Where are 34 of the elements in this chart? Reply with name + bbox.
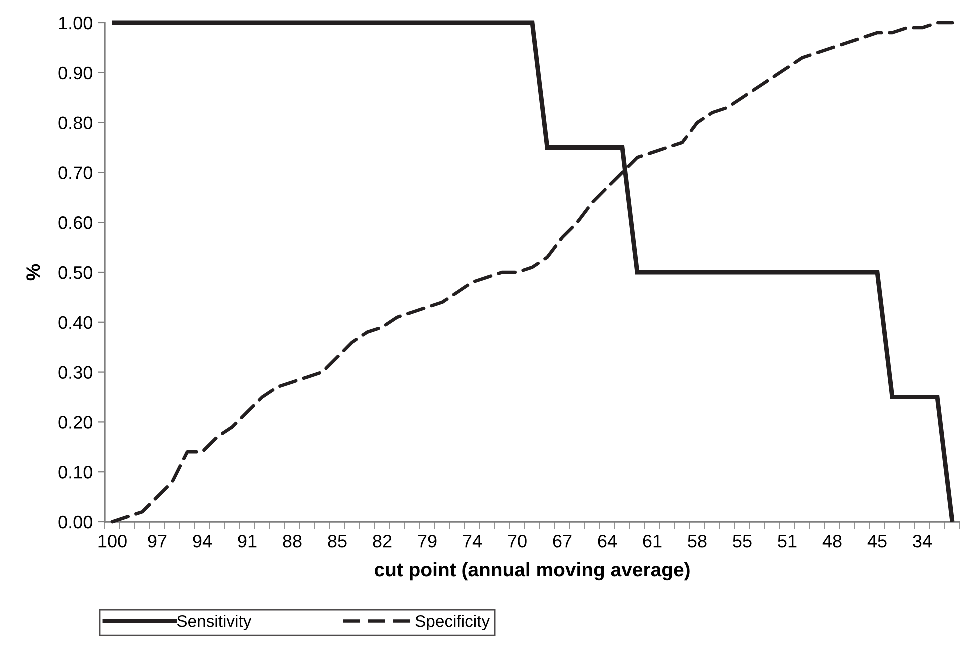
x-tick-label: 45 (868, 535, 887, 548)
y-tick-label: 1.00 (59, 16, 92, 30)
y-axis-title: % (26, 264, 40, 281)
y-tick-label: 0.60 (58, 216, 92, 230)
y-tick-label: 0.00 (58, 516, 92, 529)
y-tick-label: 0.40 (58, 316, 92, 330)
x-tick-label: 58 (688, 534, 707, 548)
legend-label: Sensitivity (177, 615, 252, 631)
y-tick-label: 0.90 (58, 66, 92, 80)
x-tick-label: 82 (373, 534, 392, 548)
x-tick-label: 48 (822, 534, 842, 548)
y-tick-label: 0.20 (58, 416, 92, 429)
x-tick-label: 91 (238, 534, 257, 548)
x-tick-label: 94 (193, 534, 212, 548)
y-tick-label: 0.80 (58, 116, 92, 130)
y-tick-label: 0.30 (58, 366, 92, 380)
x-tick-label: 70 (508, 534, 527, 548)
x-tick-label: 88 (283, 534, 302, 548)
x-axis-title: cut point (annual moving average) (374, 562, 690, 581)
x-tick-label: 61 (643, 534, 662, 548)
x-tick-label: 55 (733, 535, 752, 548)
x-tick-label: 74 (463, 535, 482, 548)
y-tick-label: 0.10 (58, 466, 92, 479)
x-tick-label: 51 (778, 535, 797, 548)
x-tick-label: 100 (98, 534, 127, 548)
x-tick-label: 97 (148, 534, 167, 548)
y-tick-label: 0.70 (58, 166, 92, 180)
y-tick-label: 0.50 (58, 266, 92, 280)
x-tick-label: 34 (913, 534, 932, 548)
x-tick-label: 64 (598, 534, 618, 548)
legend-label: Specificity (416, 615, 490, 631)
x-tick-label: 79 (418, 534, 437, 548)
x-tick-label: 67 (553, 534, 572, 548)
x-tick-label: 85 (328, 534, 347, 548)
